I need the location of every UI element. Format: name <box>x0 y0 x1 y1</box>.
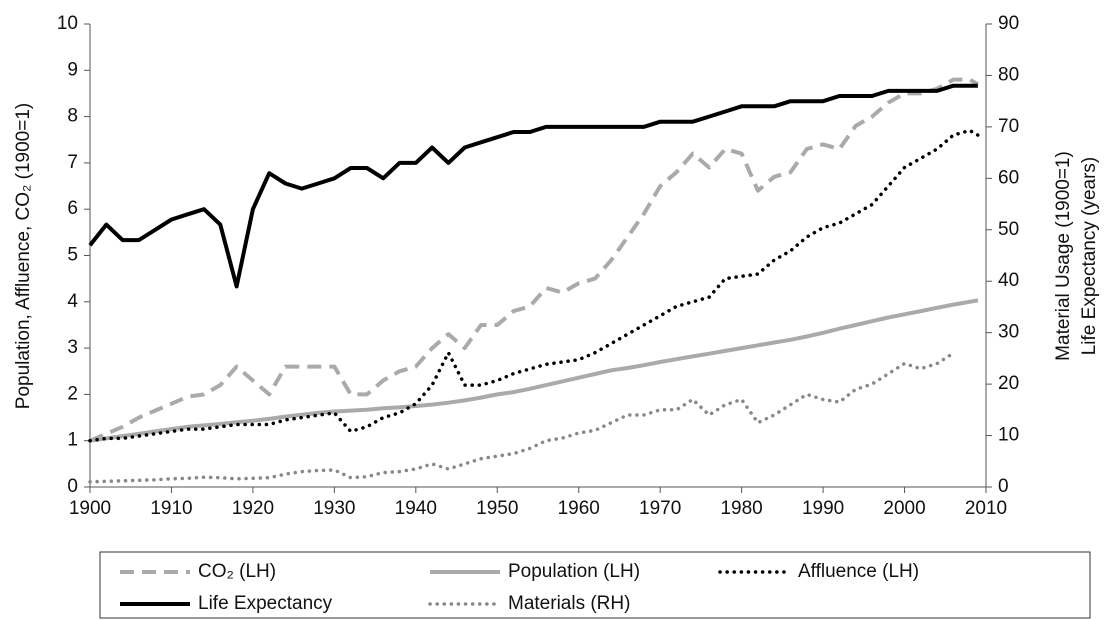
y2-tick-label: 40 <box>998 270 1019 291</box>
y-tick-label: 2 <box>67 383 78 404</box>
y-tick-label: 1 <box>67 430 78 451</box>
y-tick-label: 6 <box>67 198 78 219</box>
series-line <box>88 351 956 484</box>
x-tick-label: 1920 <box>232 498 274 519</box>
y-tick-label: 8 <box>67 106 78 127</box>
y2-tick-label: 10 <box>998 425 1019 446</box>
legend-box <box>99 551 1091 619</box>
y2-tick-label: 80 <box>998 64 1019 85</box>
x-tick-label: 2000 <box>883 498 925 519</box>
series-line <box>88 83 978 289</box>
y2-tick-label: 30 <box>998 322 1019 343</box>
legend-label: CO₂ (LH) <box>198 561 276 582</box>
y2-tick-label: 90 <box>998 13 1019 34</box>
y-tick-label: 7 <box>67 152 78 173</box>
legend-label: Life Expectancy <box>198 593 333 614</box>
x-tick-label: 2010 <box>965 498 1007 519</box>
legend-label: Population (LH) <box>508 561 640 582</box>
y2-tick-label: 60 <box>998 167 1019 188</box>
y2-tick-label: 70 <box>998 116 1019 137</box>
x-tick-label: 1970 <box>639 498 681 519</box>
series-line <box>89 77 979 443</box>
x-tick-label: 1900 <box>69 498 111 519</box>
legend-label: Materials (RH) <box>508 593 630 614</box>
x-tick-label: 1910 <box>150 498 192 519</box>
x-tick-label: 1950 <box>476 498 518 519</box>
y2-axis-label: Material Usage (1900=1) <box>1053 151 1074 361</box>
series-line <box>88 128 980 443</box>
y-tick-label: 9 <box>67 59 78 80</box>
y-tick-label: 5 <box>67 245 78 266</box>
x-tick-label: 1960 <box>558 498 600 519</box>
y-tick-label: 4 <box>67 291 78 312</box>
y-tick-label: 10 <box>57 13 78 34</box>
y2-tick-label: 20 <box>998 373 1019 394</box>
y2-tick-label: 50 <box>998 219 1019 240</box>
y-tick-label: 0 <box>67 476 78 497</box>
x-tick-label: 1930 <box>313 498 355 519</box>
series-line <box>89 298 979 443</box>
y-tick-label: 3 <box>67 337 78 358</box>
y-axis-label: Population, Affluence, CO₂ (1900=1) <box>13 103 34 409</box>
y2-axis-label: Life Expectancy (years) <box>1079 157 1100 356</box>
x-tick-label: 1980 <box>720 498 762 519</box>
x-tick-label: 1940 <box>395 498 437 519</box>
y2-tick-label: 0 <box>998 476 1009 497</box>
x-tick-label: 1990 <box>802 498 844 519</box>
legend-label: Affluence (LH) <box>798 561 919 582</box>
